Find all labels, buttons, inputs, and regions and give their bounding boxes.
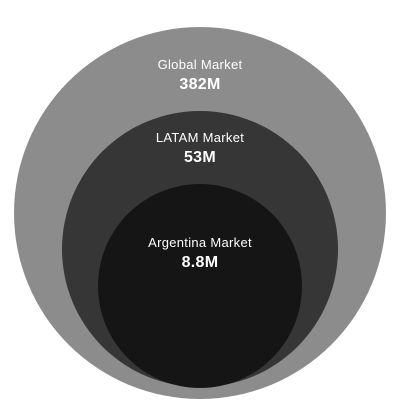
latam-market-label: LATAM Market — [156, 130, 244, 145]
latam-market-value: 53M — [184, 149, 216, 166]
global-market-value: 382M — [179, 76, 220, 93]
global-market-label: Global Market — [158, 57, 243, 72]
argentina-market-label: Argentina Market — [148, 235, 252, 250]
argentina-market-value: 8.8M — [182, 254, 219, 271]
argentina-market-circle — [98, 184, 302, 388]
